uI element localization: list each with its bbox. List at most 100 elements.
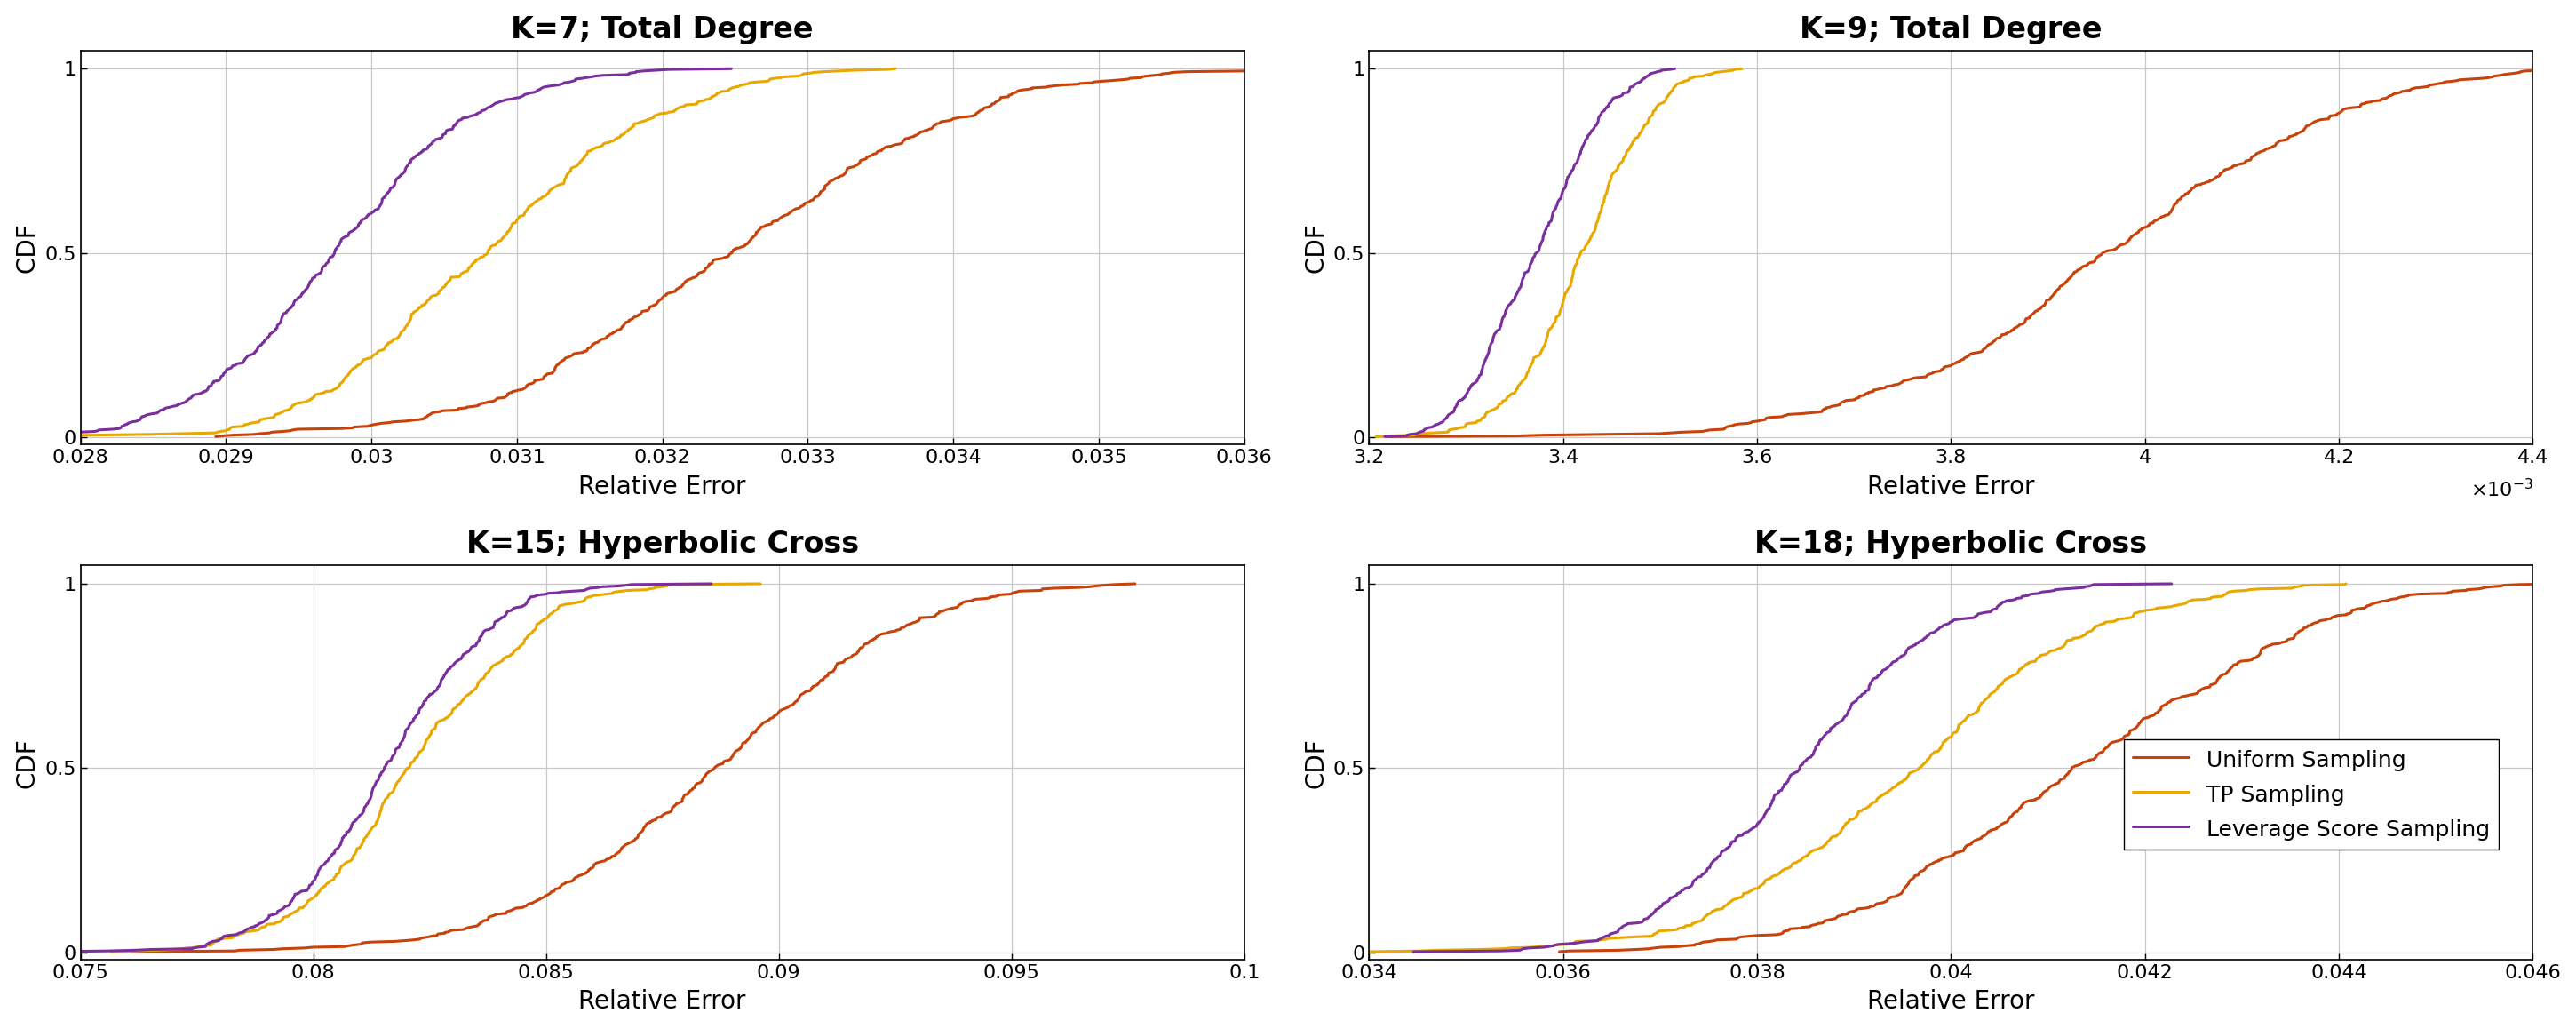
- TP Sampling: [1561, 255, 1592, 268]
- Leverage Score Sampling: [1775, 769, 1806, 781]
- Leverage Score Sampling: [1574, 129, 1605, 141]
- Line: TP Sampling: TP Sampling: [36, 69, 894, 436]
- Uniform Sampling: [698, 253, 729, 265]
- TP Sampling: [1360, 430, 1391, 442]
- Line: Uniform Sampling: Uniform Sampling: [1388, 69, 2576, 436]
- Line: Uniform Sampling: Uniform Sampling: [216, 69, 1507, 436]
- TP Sampling: [1919, 746, 1950, 758]
- Leverage Score Sampling: [1528, 232, 1558, 244]
- TP Sampling: [461, 255, 492, 268]
- TP Sampling: [1582, 211, 1613, 223]
- Uniform Sampling: [719, 746, 750, 758]
- Uniform Sampling: [2079, 255, 2110, 268]
- Leverage Score Sampling: [366, 769, 397, 781]
- TP Sampling: [1726, 63, 1757, 75]
- Uniform Sampling: [116, 946, 147, 958]
- Leverage Score Sampling: [2025, 587, 2056, 599]
- Uniform Sampling: [698, 255, 729, 268]
- TP Sampling: [386, 771, 417, 783]
- TP Sampling: [1893, 771, 1924, 783]
- Uniform Sampling: [765, 211, 796, 223]
- TP Sampling: [1561, 253, 1592, 265]
- TP Sampling: [2040, 644, 2071, 657]
- Uniform Sampling: [2084, 746, 2115, 758]
- Uniform Sampling: [2432, 587, 2463, 599]
- Y-axis label: CDF: CDF: [15, 222, 39, 273]
- Uniform Sampling: [737, 232, 768, 244]
- TP Sampling: [598, 587, 629, 599]
- TP Sampling: [415, 726, 446, 739]
- Line: Uniform Sampling: Uniform Sampling: [1558, 583, 2566, 952]
- Leverage Score Sampling: [2156, 577, 2187, 590]
- TP Sampling: [502, 211, 533, 223]
- Uniform Sampling: [690, 769, 721, 781]
- Leverage Score Sampling: [453, 644, 484, 657]
- Leverage Score Sampling: [1631, 71, 1662, 83]
- Uniform Sampling: [1126, 71, 1157, 83]
- TP Sampling: [95, 946, 126, 958]
- Leverage Score Sampling: [1370, 430, 1401, 442]
- Uniform Sampling: [2146, 211, 2177, 223]
- Line: Leverage Score Sampling: Leverage Score Sampling: [44, 583, 711, 952]
- TP Sampling: [1574, 232, 1605, 244]
- Line: Uniform Sampling: Uniform Sampling: [131, 583, 1136, 952]
- Uniform Sampling: [201, 430, 232, 442]
- Leverage Score Sampling: [1811, 726, 1842, 739]
- Line: Leverage Score Sampling: Leverage Score Sampling: [1414, 583, 2172, 952]
- Leverage Score Sampling: [1517, 255, 1548, 268]
- TP Sampling: [1352, 946, 1383, 958]
- Leverage Score Sampling: [389, 726, 420, 739]
- TP Sampling: [386, 769, 417, 781]
- Line: Leverage Score Sampling: Leverage Score Sampling: [1386, 69, 1674, 436]
- Uniform Sampling: [842, 644, 873, 657]
- Uniform Sampling: [997, 587, 1028, 599]
- TP Sampling: [21, 430, 52, 442]
- TP Sampling: [500, 644, 531, 657]
- Leverage Score Sampling: [696, 577, 726, 590]
- Leverage Score Sampling: [1517, 253, 1548, 265]
- Uniform Sampling: [688, 771, 719, 783]
- Uniform Sampling: [1373, 430, 1404, 442]
- Uniform Sampling: [2115, 726, 2146, 739]
- Leverage Score Sampling: [716, 63, 747, 75]
- Leverage Score Sampling: [1535, 211, 1566, 223]
- TP Sampling: [744, 577, 775, 590]
- Uniform Sampling: [1492, 63, 1522, 75]
- Leverage Score Sampling: [312, 255, 343, 268]
- Leverage Score Sampling: [350, 211, 381, 223]
- Uniform Sampling: [2550, 577, 2576, 590]
- Leverage Score Sampling: [363, 771, 394, 783]
- Line: TP Sampling: TP Sampling: [1368, 583, 2347, 952]
- Leverage Score Sampling: [327, 232, 358, 244]
- Leverage Score Sampling: [1659, 63, 1690, 75]
- Y-axis label: CDF: CDF: [1303, 738, 1329, 788]
- Line: Leverage Score Sampling: Leverage Score Sampling: [0, 69, 732, 436]
- Uniform Sampling: [2246, 644, 2277, 657]
- Title: K=9; Total Degree: K=9; Total Degree: [1801, 14, 2102, 44]
- Uniform Sampling: [737, 726, 768, 739]
- X-axis label: Relative Error: Relative Error: [1868, 474, 2035, 499]
- TP Sampling: [1623, 129, 1654, 141]
- Y-axis label: CDF: CDF: [15, 738, 39, 788]
- X-axis label: Relative Error: Relative Error: [580, 989, 747, 1015]
- Uniform Sampling: [2115, 232, 2146, 244]
- TP Sampling: [605, 129, 636, 141]
- Text: $\times10^{-3}$: $\times10^{-3}$: [2470, 478, 2532, 501]
- Uniform Sampling: [1543, 946, 1574, 958]
- TP Sampling: [1940, 726, 1971, 739]
- Uniform Sampling: [2079, 253, 2110, 265]
- TP Sampling: [1893, 769, 1924, 781]
- Leverage Score Sampling: [314, 253, 345, 265]
- Leverage Score Sampling: [428, 129, 459, 141]
- TP Sampling: [2213, 587, 2244, 599]
- Title: K=15; Hyperbolic Cross: K=15; Hyperbolic Cross: [466, 530, 858, 559]
- Uniform Sampling: [2280, 129, 2311, 141]
- Leverage Score Sampling: [379, 746, 410, 758]
- Uniform Sampling: [1121, 577, 1151, 590]
- Uniform Sampling: [902, 129, 933, 141]
- Leverage Score Sampling: [544, 587, 574, 599]
- TP Sampling: [461, 253, 492, 265]
- Leverage Score Sampling: [28, 946, 59, 958]
- Uniform Sampling: [2473, 71, 2504, 83]
- Leverage Score Sampling: [572, 71, 603, 83]
